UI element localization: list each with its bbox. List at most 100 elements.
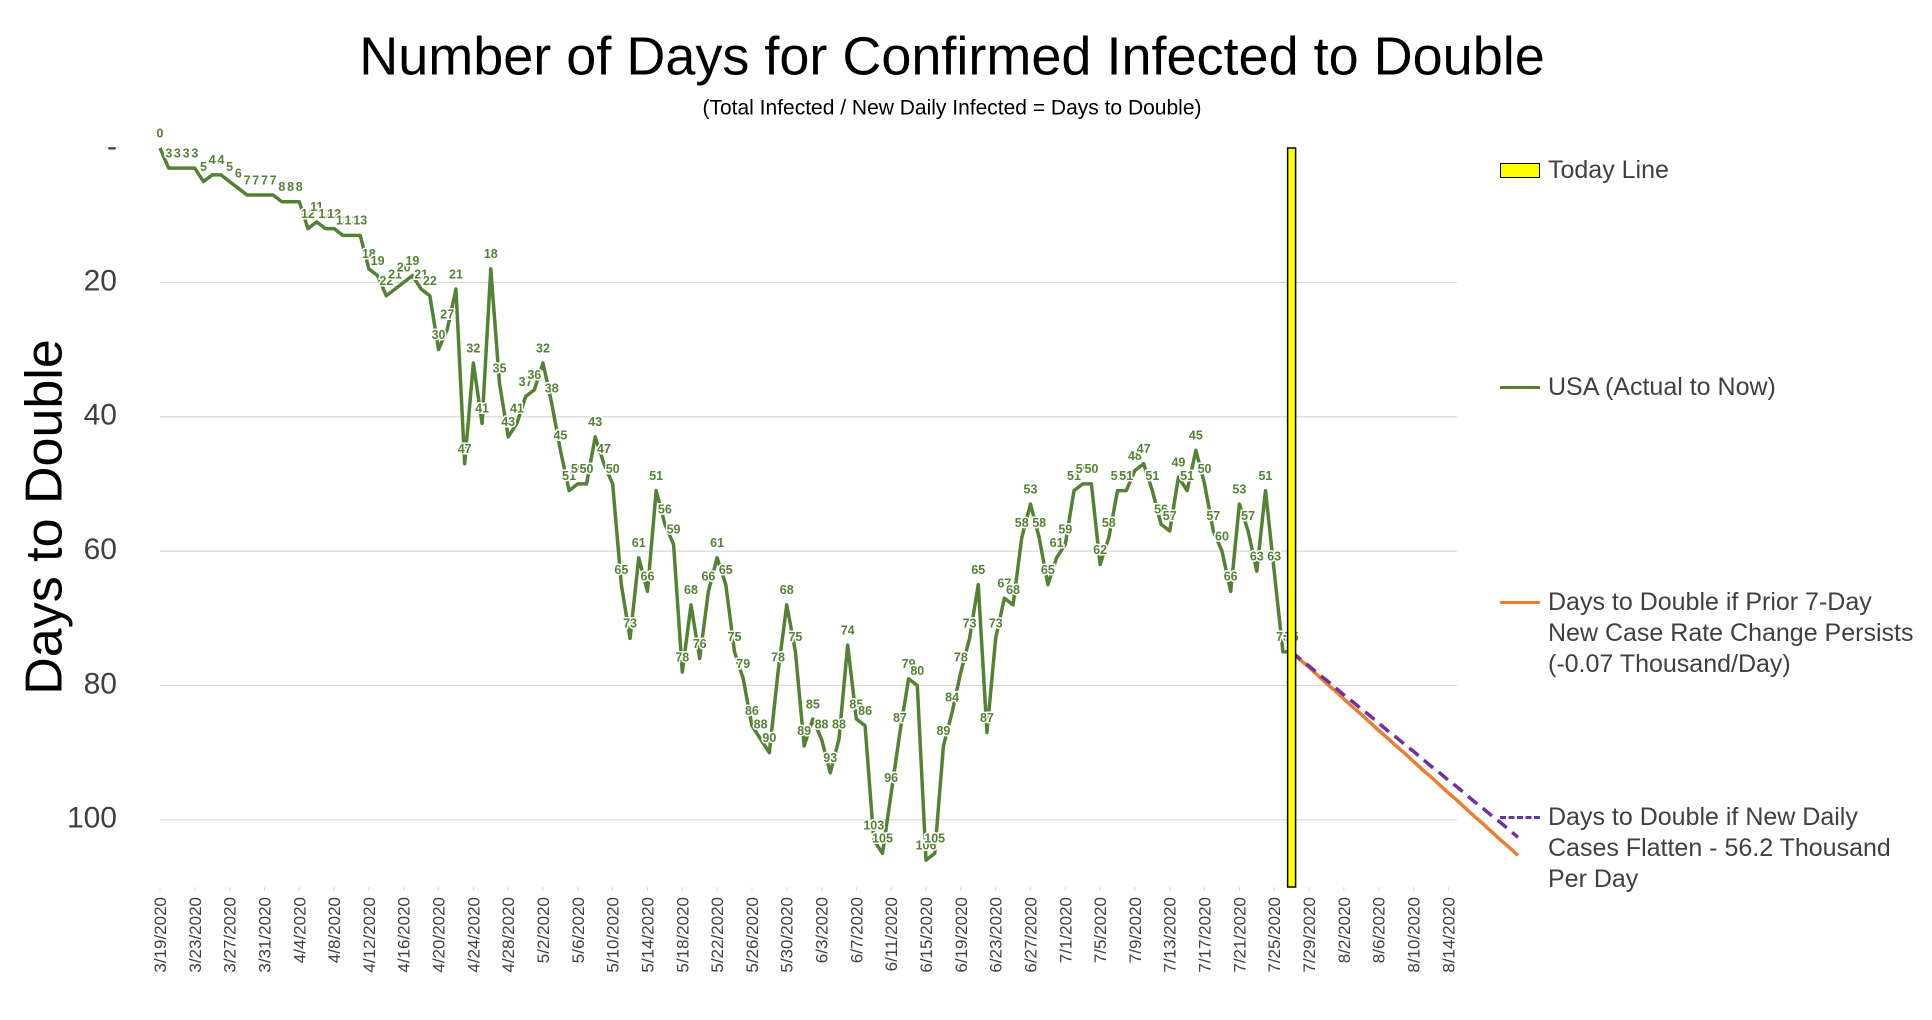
data-label: 12 xyxy=(327,207,341,221)
data-label: 7 xyxy=(270,173,277,187)
x-tick-label: 7/9/2020 xyxy=(1126,897,1145,963)
today-line xyxy=(1286,147,1297,888)
data-label: 78 xyxy=(954,650,968,664)
data-label: 27 xyxy=(440,308,454,322)
data-label: 4 xyxy=(217,153,224,167)
data-label: 53 xyxy=(1024,482,1038,496)
x-tick-label: 7/17/2020 xyxy=(1196,897,1215,973)
data-label: 47 xyxy=(458,442,472,456)
data-label: 51 xyxy=(649,469,663,483)
data-label: 3 xyxy=(165,146,172,160)
data-label: 85 xyxy=(806,697,820,711)
data-label: 12 xyxy=(301,207,315,221)
data-label: 61 xyxy=(632,536,646,550)
data-label: 105 xyxy=(872,832,893,846)
data-label: 51 xyxy=(1145,469,1159,483)
x-tick-label: 3/27/2020 xyxy=(221,897,240,973)
x-tick-label: 6/7/2020 xyxy=(847,897,866,963)
data-label: 36 xyxy=(527,368,541,382)
data-label: 51 xyxy=(1119,469,1133,483)
x-tick-label: 5/10/2020 xyxy=(604,897,623,973)
data-label: 19 xyxy=(405,254,419,268)
x-tick-label: 7/1/2020 xyxy=(1056,897,1075,963)
data-label: 63 xyxy=(1267,550,1281,564)
legend-item: Days to Double if New Daily Cases Flatte… xyxy=(1500,802,1928,895)
legend-label: Days to Double if Prior 7-Day New Case R… xyxy=(1548,588,1914,678)
x-tick-label: 4/20/2020 xyxy=(430,897,449,973)
data-label: 32 xyxy=(466,341,480,355)
x-tick-label: 8/6/2020 xyxy=(1370,897,1389,963)
data-label: 45 xyxy=(553,429,567,443)
chart-subtitle: (Total Infected / New Daily Infected = D… xyxy=(703,97,1202,120)
data-label: 68 xyxy=(1006,583,1020,597)
data-label: 3 xyxy=(191,146,198,160)
data-label: 8 xyxy=(287,180,294,194)
data-label: 80 xyxy=(910,664,924,678)
data-label: 51 xyxy=(1111,469,1125,483)
series-line xyxy=(1290,650,1520,857)
x-tick-label: 8/2/2020 xyxy=(1335,897,1354,963)
data-label: 58 xyxy=(1032,516,1046,530)
data-label: 75 xyxy=(728,630,742,644)
legend-label: Today Line xyxy=(1548,156,1669,184)
data-label: 21 xyxy=(414,267,428,281)
y-tick-label: - xyxy=(107,130,117,163)
x-tick-label: 6/27/2020 xyxy=(1021,897,1040,973)
data-label: 58 xyxy=(1102,516,1116,530)
x-tick-label: 5/2/2020 xyxy=(534,897,553,963)
x-tick-label: 4/4/2020 xyxy=(290,897,309,963)
data-label: 22 xyxy=(423,274,437,288)
y-tick-label: 20 xyxy=(84,264,117,297)
data-label: 75 xyxy=(788,630,802,644)
data-label: 57 xyxy=(1241,509,1255,523)
x-tick-label: 7/25/2020 xyxy=(1265,897,1284,973)
data-label: 7 xyxy=(252,173,259,187)
data-label: 59 xyxy=(667,523,681,537)
data-label: 50 xyxy=(571,462,585,476)
data-label: 5 xyxy=(200,160,207,174)
y-tick-label: 40 xyxy=(84,399,117,432)
data-label: 13 xyxy=(336,214,350,228)
x-tick-label: 5/30/2020 xyxy=(778,897,797,973)
data-label: 11 xyxy=(310,200,323,214)
data-label: 86 xyxy=(858,704,872,718)
legend-swatch xyxy=(1500,163,1540,178)
data-label: 88 xyxy=(815,717,829,731)
y-tick-label: 100 xyxy=(67,802,117,835)
x-tick-label: 7/5/2020 xyxy=(1091,897,1110,963)
data-label: 4 xyxy=(209,153,216,167)
data-label: 51 xyxy=(1180,469,1194,483)
data-label: 66 xyxy=(1224,570,1238,584)
data-label: 38 xyxy=(545,382,559,396)
x-tick-label: 4/8/2020 xyxy=(325,897,344,963)
data-label: 78 xyxy=(675,650,689,664)
data-label: 37 xyxy=(519,375,533,389)
data-label: 12 xyxy=(318,207,332,221)
data-label: 56 xyxy=(1154,503,1168,517)
data-label: 3 xyxy=(174,146,181,160)
x-tick-label: 5/6/2020 xyxy=(569,897,588,963)
x-tick-label: 4/28/2020 xyxy=(499,897,518,973)
data-label: 41 xyxy=(475,402,489,416)
data-label: 89 xyxy=(936,724,950,738)
x-tick-label: 5/18/2020 xyxy=(673,897,692,973)
data-label: 84 xyxy=(945,691,959,705)
data-label: 76 xyxy=(693,637,707,651)
data-label: 6 xyxy=(235,167,242,181)
data-label: 93 xyxy=(823,751,837,765)
data-label: 13 xyxy=(353,214,367,228)
data-label: 19 xyxy=(371,254,385,268)
legend-marker xyxy=(1500,372,1540,403)
data-label: 61 xyxy=(710,536,724,550)
data-label: 57 xyxy=(1206,509,1220,523)
data-label: 66 xyxy=(641,570,655,584)
y-axis-label: Days to Double xyxy=(16,339,74,695)
data-label: 79 xyxy=(736,657,750,671)
data-label: 65 xyxy=(971,563,985,577)
data-label: 103 xyxy=(863,818,884,832)
data-label: 58 xyxy=(1015,516,1029,530)
data-label: 50 xyxy=(606,462,620,476)
data-label: 63 xyxy=(1250,550,1264,564)
legend-label: USA (Actual to Now) xyxy=(1548,373,1776,401)
data-label: 59 xyxy=(1058,523,1072,537)
